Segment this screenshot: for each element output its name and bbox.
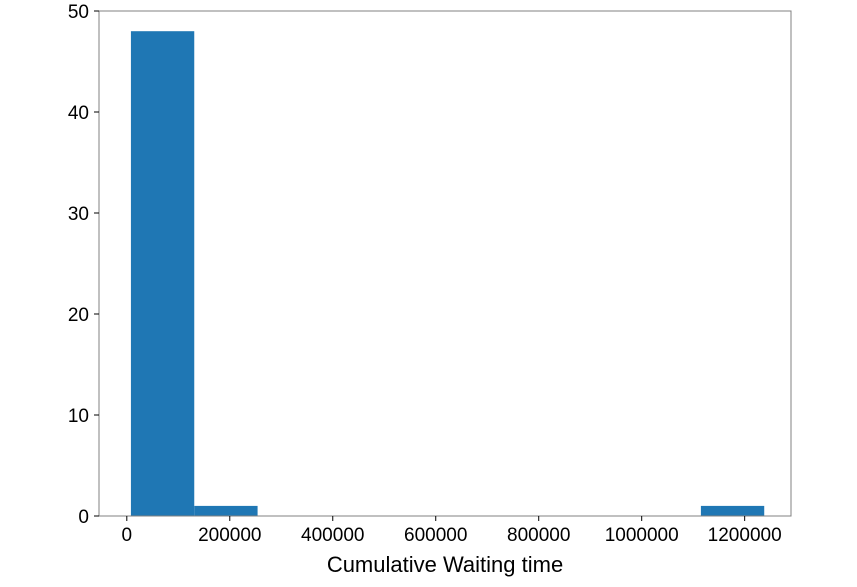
- histogram-bars: [130, 31, 765, 516]
- x-tick-label: 200000: [198, 525, 261, 546]
- histogram-bar-1: [194, 505, 258, 516]
- y-tick-label: 0: [78, 507, 89, 528]
- x-axis-label: Cumulative Waiting time: [327, 552, 563, 577]
- histogram-bar-0: [130, 31, 195, 516]
- y-tick-label: 40: [68, 103, 89, 124]
- x-tick-label: 800000: [507, 525, 570, 546]
- y-tick-label: 10: [68, 406, 89, 427]
- y-tick-label: 20: [68, 305, 89, 326]
- x-axis: 0 200000 400000 600000 800000 1000000 1200000: [122, 516, 782, 546]
- y-tick-label: 30: [68, 204, 89, 225]
- x-tick-label: 1200000: [708, 525, 782, 546]
- plot-frame: [98, 10, 792, 517]
- x-tick-label: 1000000: [605, 525, 679, 546]
- x-tick-label: 600000: [404, 525, 467, 546]
- y-tick-label: 50: [68, 2, 89, 23]
- histogram-bar-9: [700, 505, 765, 516]
- y-axis: 0 10 20 30 40 50: [68, 2, 99, 528]
- x-tick-label: 400000: [301, 525, 364, 546]
- x-tick-label: 0: [122, 525, 133, 546]
